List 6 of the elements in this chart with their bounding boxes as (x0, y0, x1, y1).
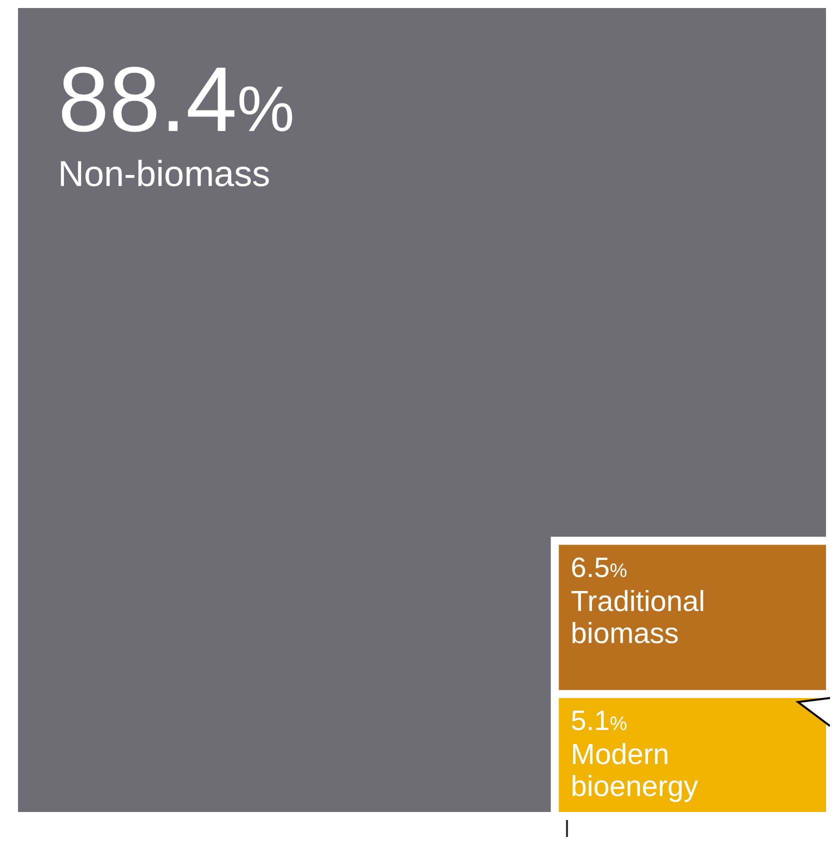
category-label: Traditional biomass (570, 586, 706, 650)
category-label: Modern bioenergy (570, 739, 699, 804)
data-label: 6.5% (570, 552, 628, 583)
data-label: 88.4% (58, 49, 294, 151)
data-label: 5.1% (570, 705, 628, 736)
category-label: Non-biomass (58, 153, 270, 194)
